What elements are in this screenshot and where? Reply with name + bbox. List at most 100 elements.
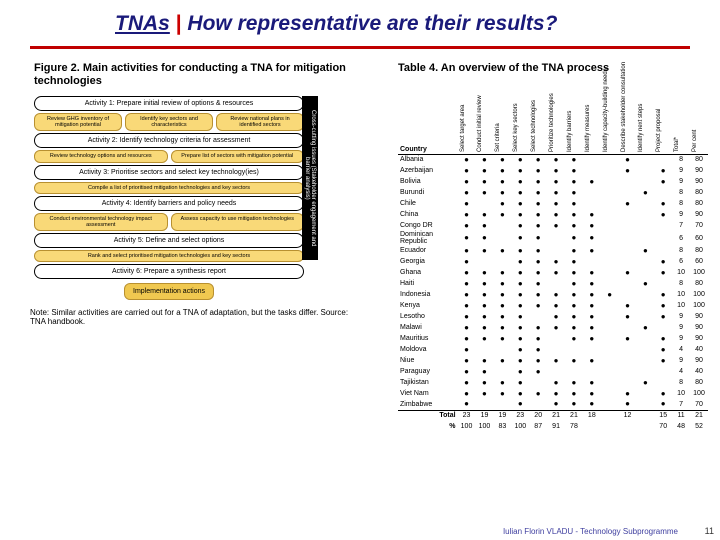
dot-cell: ● (636, 245, 654, 256)
dot-cell: ● (619, 198, 637, 209)
dot-cell: ● (511, 344, 529, 355)
dot-cell (493, 231, 511, 245)
totals-cell: 100 (475, 421, 493, 432)
percent-cell: 40 (690, 344, 708, 355)
total-cell: 7 (672, 220, 690, 231)
dot-cell: ● (529, 220, 547, 231)
dot-cell (619, 231, 637, 245)
percent-cell: 80 (690, 245, 708, 256)
table-row: Congo DR●●●●●●●770 (398, 220, 708, 231)
dot-cell (601, 187, 619, 198)
dot-cell: ● (458, 154, 476, 165)
percent-cell: 70 (690, 399, 708, 410)
dot-cell (636, 366, 654, 377)
totals-cell: 20 (529, 410, 547, 421)
table-row: Paraguay●●●●440 (398, 366, 708, 377)
dot-cell: ● (529, 278, 547, 289)
country-cell: Zimbabwe (398, 399, 458, 410)
totals-cell (636, 410, 654, 421)
dot-cell: ● (511, 377, 529, 388)
country-cell: Kenya (398, 300, 458, 311)
dot-cell: ● (493, 311, 511, 322)
dot-cell: ● (583, 377, 601, 388)
dot-cell (636, 209, 654, 220)
totals-label: Total (398, 410, 458, 421)
dot-cell: ● (547, 256, 565, 267)
dot-cell: ● (475, 187, 493, 198)
total-cell: 9 (672, 311, 690, 322)
table-row: Haiti●●●●●●●●880 (398, 278, 708, 289)
totals-cell: 87 (529, 421, 547, 432)
dot-cell: ● (475, 165, 493, 176)
activity-2: Activity 2: Identify technology criteria… (34, 133, 304, 148)
percent-cell: 90 (690, 322, 708, 333)
dot-cell: ● (654, 344, 672, 355)
totals-cell: 23 (511, 410, 529, 421)
dot-cell: ● (511, 366, 529, 377)
dot-cell: ● (583, 333, 601, 344)
dot-cell: ● (547, 267, 565, 278)
dot-cell (636, 289, 654, 300)
dot-cell: ● (529, 267, 547, 278)
dot-cell: ● (475, 355, 493, 366)
dot-cell: ● (636, 278, 654, 289)
dot-cell: ● (529, 187, 547, 198)
dot-cell: ● (475, 245, 493, 256)
title-pipe: | (176, 12, 182, 35)
dot-cell: ● (547, 209, 565, 220)
dot-cell (654, 220, 672, 231)
dot-cell (601, 231, 619, 245)
country-cell: Indonesia (398, 289, 458, 300)
dot-cell: ● (475, 322, 493, 333)
dot-cell: ● (583, 388, 601, 399)
implementation-box: Implementation actions (124, 283, 214, 300)
dot-cell: ● (654, 176, 672, 187)
sub-box: Review technology options and resources (34, 150, 168, 162)
table-body: Albania●●●●●●●●880Azerbaijan●●●●●●●●●990… (398, 154, 708, 432)
dot-cell (547, 231, 565, 245)
dot-cell (601, 267, 619, 278)
dot-cell (583, 154, 601, 165)
dot-cell: ● (529, 388, 547, 399)
col-header: Set criteria (493, 78, 511, 154)
dot-cell: ● (493, 289, 511, 300)
dot-cell: ● (547, 187, 565, 198)
dot-cell: ● (565, 256, 583, 267)
percent-cell: 70 (690, 220, 708, 231)
dot-cell: ● (493, 300, 511, 311)
dot-cell: ● (654, 311, 672, 322)
dot-cell: ● (458, 198, 476, 209)
totals-cell: 11 (672, 410, 690, 421)
dot-cell (601, 377, 619, 388)
col-header: Per cent (690, 78, 708, 154)
totals-cell: 19 (475, 410, 493, 421)
title-rule (30, 46, 690, 49)
dot-cell: ● (458, 399, 476, 410)
dot-cell: ● (475, 377, 493, 388)
dot-cell: ● (565, 154, 583, 165)
dot-cell: ● (636, 187, 654, 198)
dot-cell: ● (565, 278, 583, 289)
dot-cell (619, 220, 637, 231)
dot-cell (601, 399, 619, 410)
dot-cell: ● (458, 278, 476, 289)
dot-cell: ● (458, 176, 476, 187)
table-row: Indonesia●●●●●●●●●●10100 (398, 289, 708, 300)
dot-cell: ● (475, 333, 493, 344)
dot-cell: ● (529, 245, 547, 256)
percent-cell: 90 (690, 176, 708, 187)
dot-cell: ● (475, 231, 493, 245)
dot-cell: ● (583, 231, 601, 245)
dot-cell (654, 154, 672, 165)
dot-cell: ● (511, 165, 529, 176)
dot-cell (601, 388, 619, 399)
dot-cell (636, 198, 654, 209)
dot-cell (475, 399, 493, 410)
total-cell: 10 (672, 289, 690, 300)
table-row: Malawi●●●●●●●●●990 (398, 322, 708, 333)
country-cell: Azerbaijan (398, 165, 458, 176)
dot-cell: ● (547, 289, 565, 300)
sub-box: Conduct environmental technology impact … (34, 213, 168, 231)
table-row: Kenya●●●●●●●●●●10100 (398, 300, 708, 311)
activity-3: Activity 3: Prioritise sectors and selec… (34, 165, 304, 180)
